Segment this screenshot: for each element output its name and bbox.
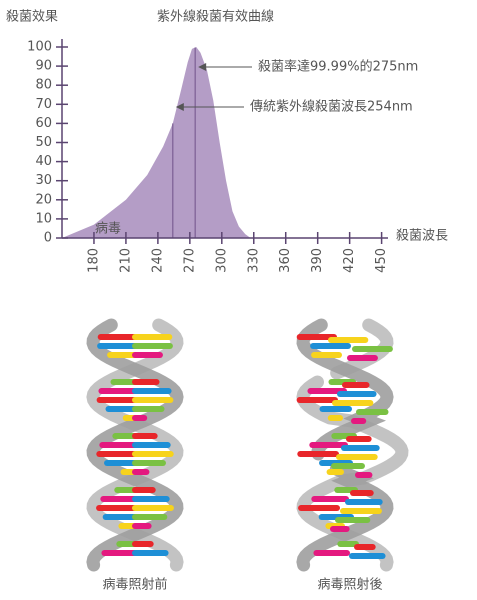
x-tick-label: 240	[150, 248, 165, 273]
dna-strand	[86, 318, 184, 572]
chart-title: 紫外線殺菌有效曲線	[157, 9, 274, 25]
caption-after: 病毒照射後	[317, 577, 382, 593]
x-tick-label: 330	[246, 248, 261, 273]
y-tick-label: 50	[35, 135, 52, 150]
baseline-label: 病毒	[95, 222, 121, 237]
y-tick-label: 10	[35, 211, 52, 226]
x-tick-label: 270	[182, 248, 197, 273]
y-tick-label: 90	[35, 59, 52, 74]
x-tick-label: 420	[342, 248, 357, 273]
caption-before: 病毒照射前	[102, 577, 167, 593]
y-tick-label: 0	[44, 231, 52, 246]
x-tick-label: 210	[118, 248, 133, 273]
y-tick-label: 30	[35, 173, 52, 188]
y-tick-label: 40	[35, 154, 52, 169]
y-tick-label: 60	[35, 116, 52, 131]
arrow-head	[175, 103, 184, 111]
x-tick-label: 360	[278, 248, 293, 273]
y-tick-label: 70	[35, 97, 52, 112]
x-axis-label: 殺菌波長	[396, 229, 448, 244]
x-tick-label: 180	[86, 248, 101, 273]
x-tick-label: 390	[310, 248, 325, 273]
y-tick-label: 80	[35, 78, 52, 93]
arrow-head	[198, 63, 207, 71]
y-tick-label: 100	[27, 40, 52, 55]
area-fill	[62, 47, 251, 238]
x-tick-label: 450	[374, 248, 389, 273]
annotation-text: 殺菌率達99.99%的275nm	[258, 59, 418, 75]
dna-strand	[86, 318, 184, 572]
annotation-text: 傳統紫外線殺菌波長254nm	[250, 99, 413, 115]
y-axis-label: 殺菌效果	[6, 10, 58, 25]
x-tick-label: 300	[214, 248, 229, 273]
y-tick-label: 20	[35, 192, 52, 207]
dna-strand	[296, 318, 394, 572]
